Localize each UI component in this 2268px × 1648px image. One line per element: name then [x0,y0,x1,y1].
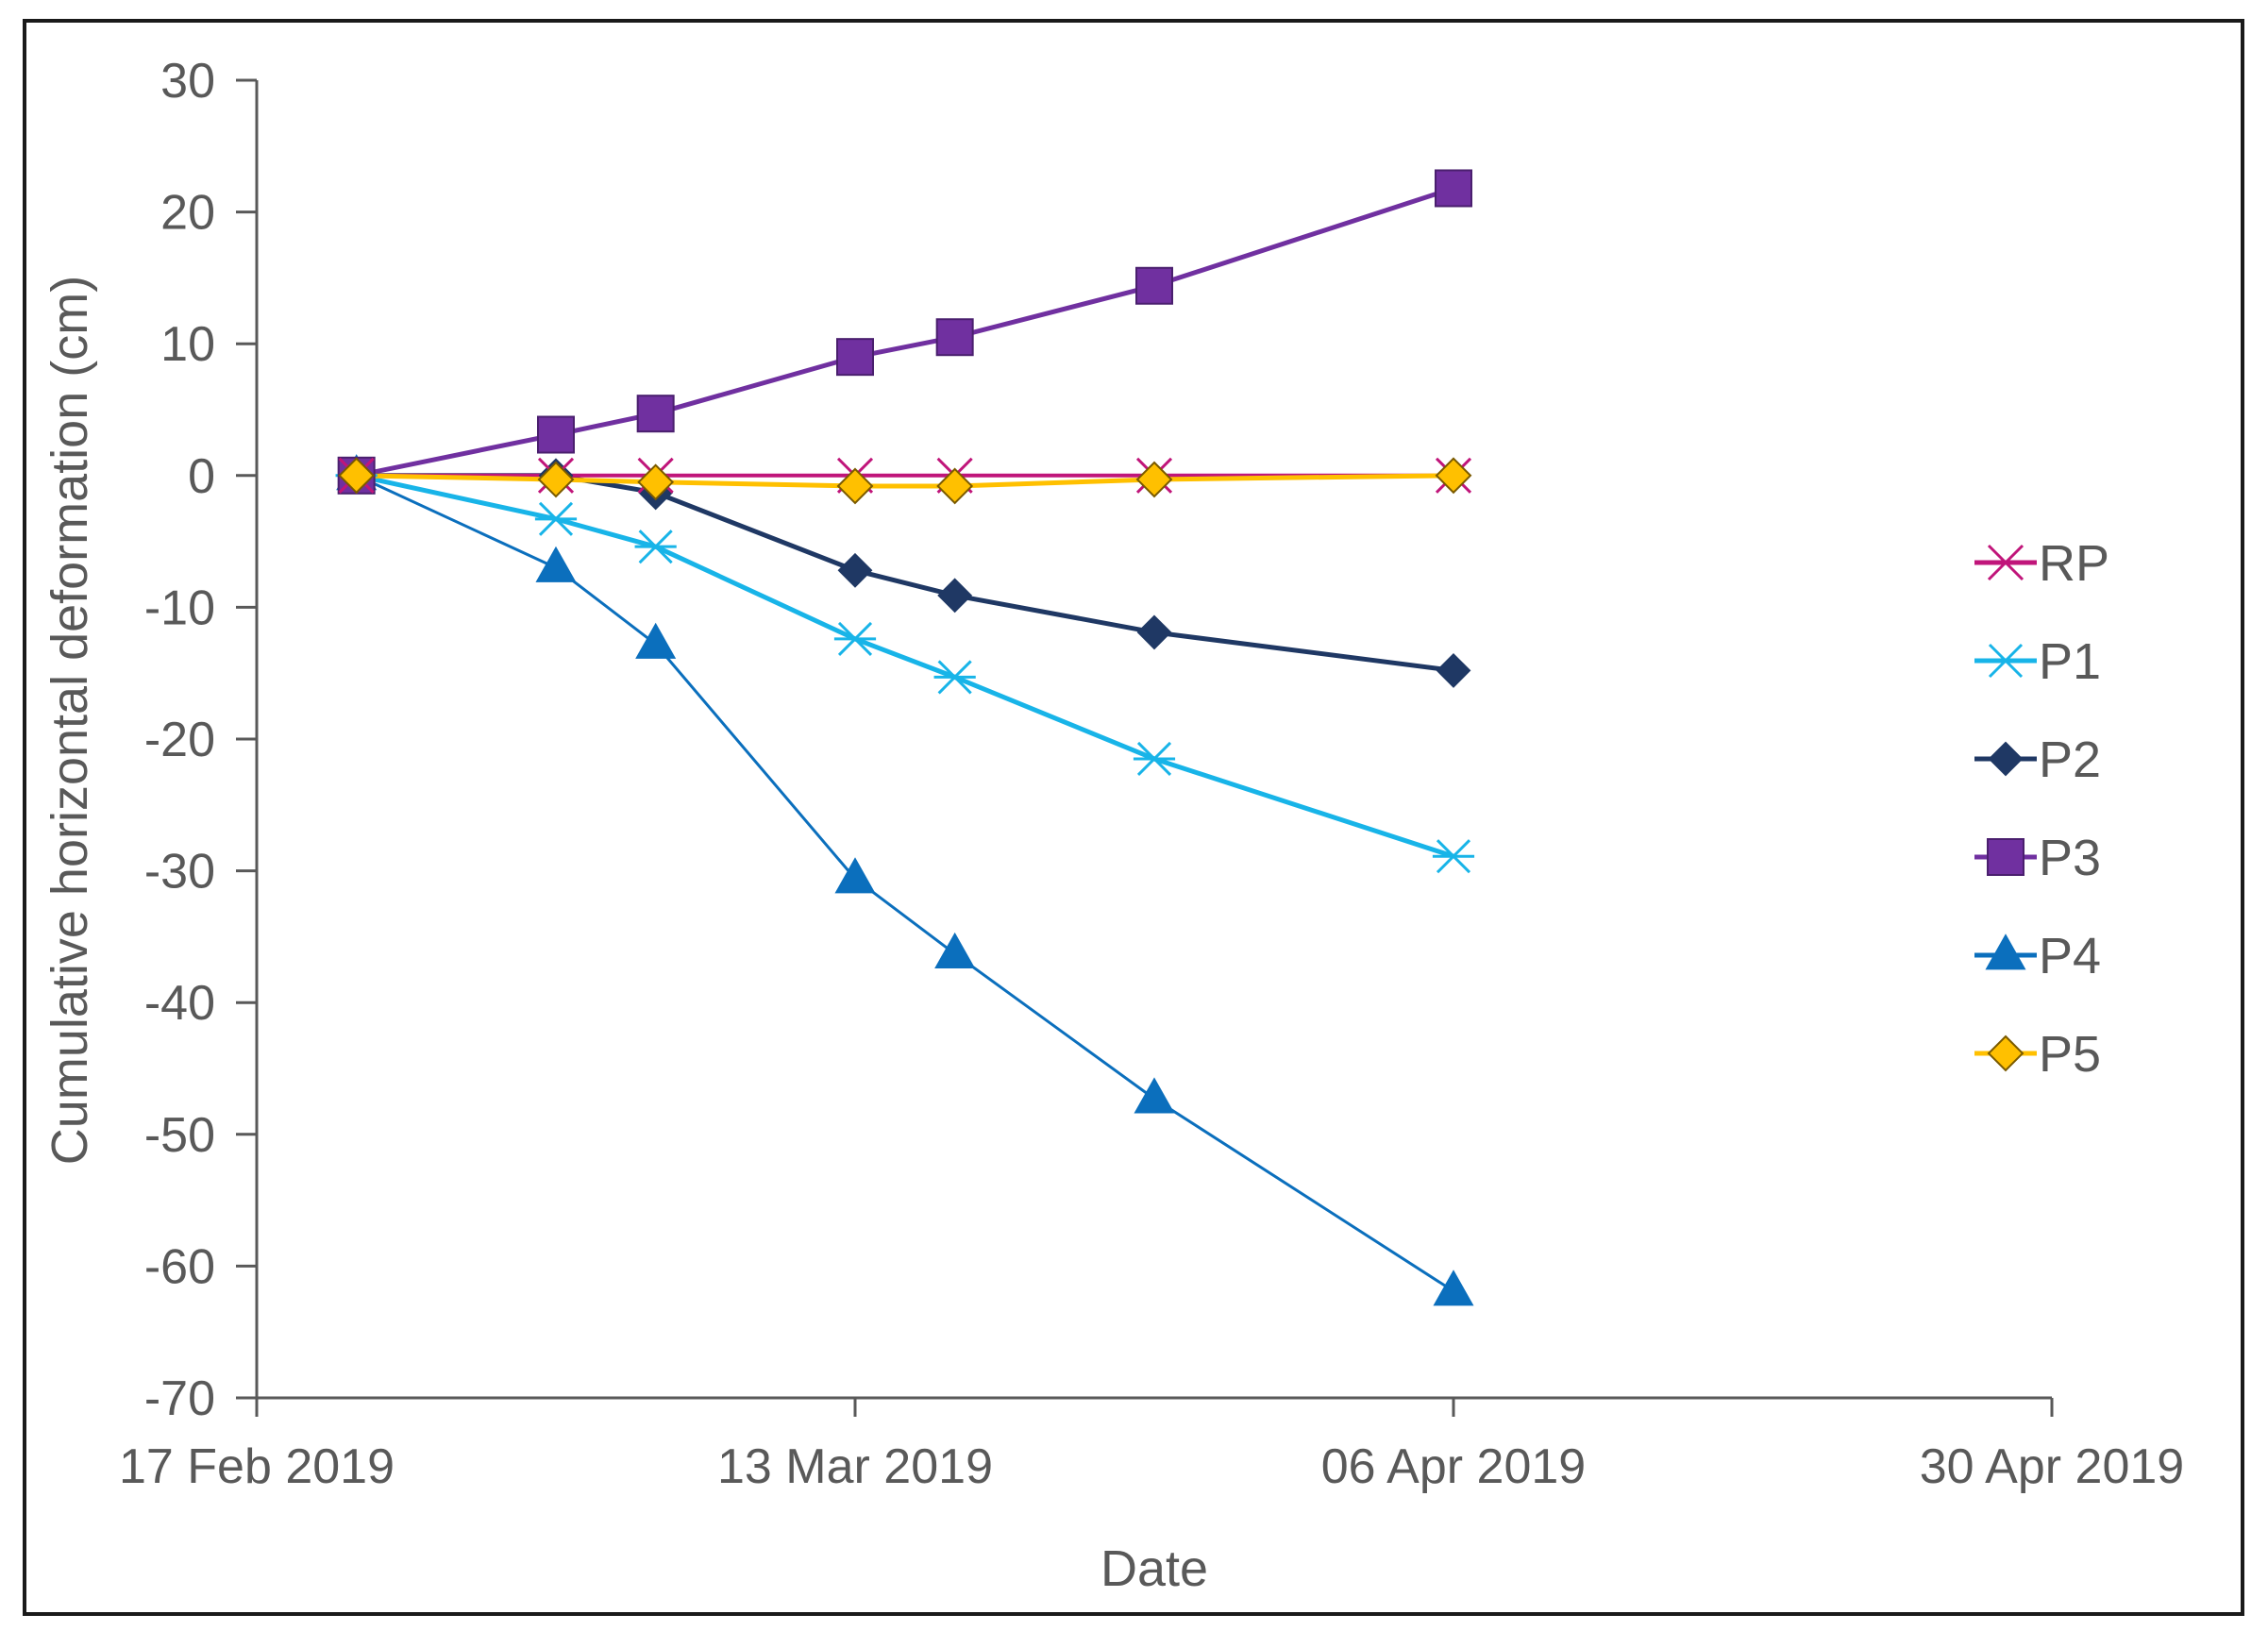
y-tick-label: 10 [160,317,215,372]
x-axis-title: Date [1100,1540,1208,1597]
data-point-p5 [836,467,874,505]
legend-item-p3: P3 [1974,830,2101,886]
data-point-p3 [537,415,575,454]
data-point-p4 [1433,1270,1474,1306]
data-point-p2 [837,552,873,588]
data-point-p5 [338,457,376,495]
legend-label: P1 [2039,633,2101,690]
data-point-p4 [1134,1077,1175,1114]
legend: RP P1 P2 P3 P4 P5 [1974,535,2109,1083]
data-point-p3 [1135,266,1173,305]
legend-marker-p1 [1984,643,2027,679]
legend-label: RP [2039,535,2109,592]
y-tick-label: 0 [188,449,215,504]
data-point-p5 [1435,457,1472,495]
data-point-p1 [833,621,877,656]
series-points-p5 [338,457,1472,505]
legend-item-p5: P5 [1974,1026,2101,1083]
data-point-p3 [1435,169,1472,208]
data-point-p4 [934,932,976,968]
y-tick-label: -20 [144,713,215,767]
series-line-p1 [356,473,1454,859]
data-point-p5 [637,463,675,501]
data-point-p5 [1135,461,1173,498]
legend-marker-p5 [1987,1034,2024,1072]
legend-label: P3 [2039,830,2101,886]
series-markers [335,169,1475,1306]
y-axis-title: Cumulative horizontal deformation (cm) [42,276,98,1165]
legend-item-p2: P2 [1974,732,2101,788]
legend-label: P5 [2039,1026,2101,1083]
data-point-p4 [635,622,677,659]
legend-item-p4: P4 [1974,928,2101,984]
series-lines [356,186,1454,1293]
data-point-p4 [834,857,876,894]
axes: 30 20 10 0 -10 -20 -30 -40 -50 -60 -70 17 Feb 2019 1… [119,54,2184,1494]
data-point-p1 [1133,741,1176,777]
y-tick-label: -60 [144,1239,215,1294]
legend-marker-rp [1987,544,2024,581]
y-tick-label: -30 [144,845,215,900]
legend-marker-p4 [1985,933,2026,970]
x-tick-label: 17 Feb 2019 [119,1439,395,1494]
legend-label: P4 [2039,928,2101,984]
y-tick-label: 30 [160,54,215,109]
data-point-p3 [636,395,675,433]
x-tick-label: 13 Mar 2019 [717,1439,993,1494]
legend-marker-p3 [1987,838,2024,876]
series-line-p2 [356,473,1454,673]
y-tick-label: -70 [144,1371,215,1426]
data-point-p2 [937,578,973,614]
legend-label: P2 [2039,732,2101,788]
data-point-p3 [836,338,874,377]
data-point-p2 [1436,652,1471,688]
data-point-p4 [535,546,577,582]
data-point-p5 [936,467,974,505]
series-line-p4 [356,474,1454,1293]
x-tick-label: 30 Apr 2019 [1920,1439,2184,1494]
data-point-p3 [935,318,974,357]
series-points-p1 [335,458,1475,874]
data-point-p1 [634,530,677,564]
data-point-p2 [1136,614,1172,650]
data-point-p1 [1432,839,1475,874]
data-point-p1 [534,501,578,536]
y-tick-label: -10 [144,580,215,635]
data-point-p1 [933,660,976,695]
series-line-p3 [356,186,1454,479]
y-tick-label: -50 [144,1108,215,1163]
legend-item-p1: P1 [1974,633,2101,690]
x-tick-label: 06 Apr 2019 [1321,1439,1586,1494]
y-tick-label: 20 [160,186,215,241]
data-point-p5 [537,461,575,498]
legend-item-rp: RP [1974,535,2109,592]
y-tick-label: -40 [144,976,215,1031]
legend-marker-rp-stroke [1987,544,2024,581]
legend-marker-p2 [1988,741,2024,777]
chart-frame [23,19,2244,1616]
